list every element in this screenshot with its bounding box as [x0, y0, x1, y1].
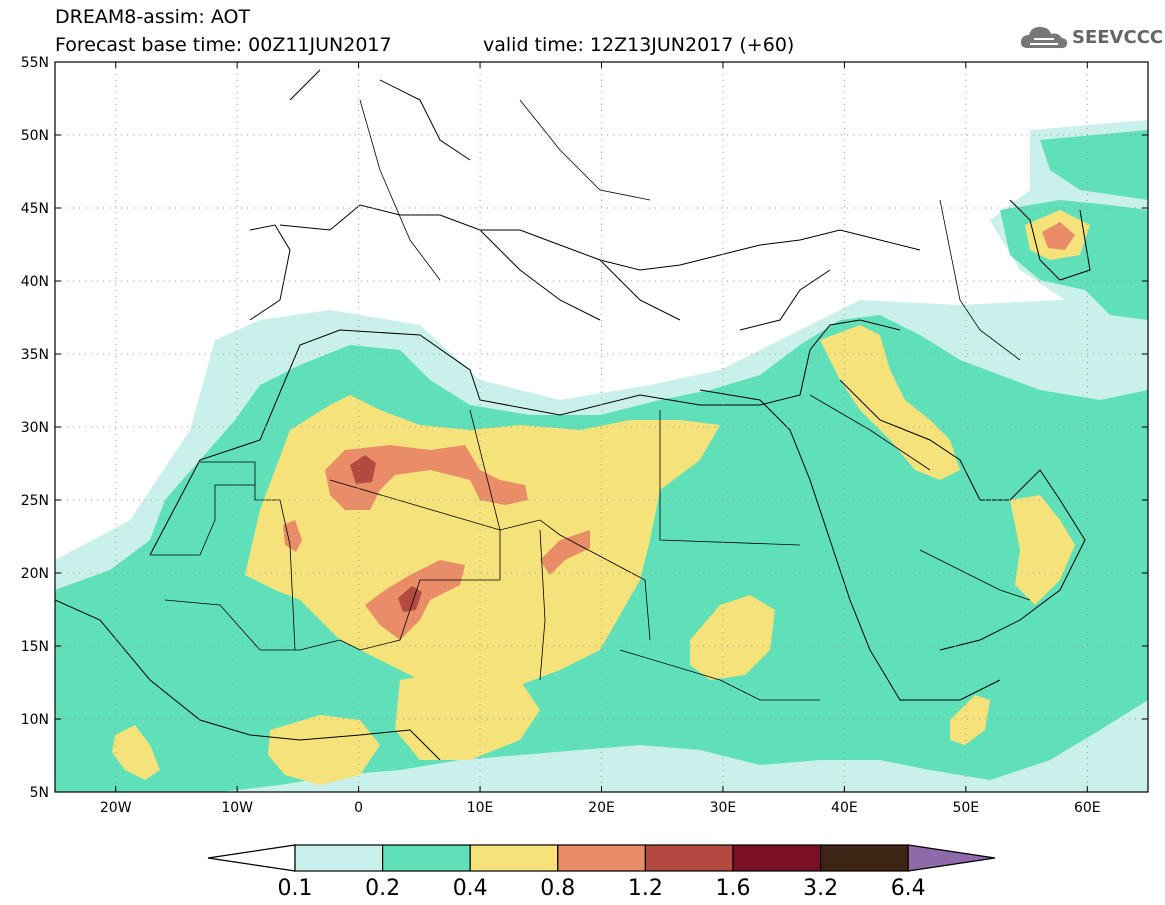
aot-band-0-4-somalia: [950, 695, 990, 745]
logo-text: SEEVCCC: [1072, 27, 1164, 48]
lon-label: 40E: [831, 800, 858, 816]
aot-band-0-4-sudan: [690, 595, 775, 680]
lon-label: 30E: [710, 800, 737, 816]
lat-label: 35N: [21, 347, 49, 363]
aot-band-0-4-guinea: [268, 715, 380, 785]
lat-label: 25N: [21, 493, 49, 509]
colorbar-box: [294, 844, 384, 872]
colorbar-label: 1.2: [628, 876, 663, 901]
colorbar-label: 0.4: [453, 876, 488, 901]
lat-label: 20N: [21, 566, 49, 582]
axis-ticks: [55, 61, 1148, 793]
valid-time: valid time: 12Z13JUN2017 (+60): [483, 34, 795, 56]
longitude-labels: 20W 10W 0 10E 20E 30E 40E 50E 60E: [100, 800, 1101, 816]
colorbar-label: 0.2: [365, 876, 400, 901]
lat-label: 40N: [21, 274, 49, 290]
lon-label: 10W: [221, 800, 253, 816]
latitude-labels: 55N 50N 45N 40N 35N 30N 25N 20N 15N 10N 5N: [21, 55, 49, 801]
forecast-base-time: Forecast base time: 00Z11JUN2017: [55, 34, 392, 56]
aot-band-0-4-iraq: [820, 325, 960, 480]
lon-label: 0: [354, 800, 363, 816]
lat-label: 45N: [21, 201, 49, 217]
aot-band-0-4-oman: [1010, 495, 1075, 605]
aot-band-0-2-steppe: [1040, 130, 1148, 200]
lat-label: 50N: [21, 128, 49, 144]
lon-label: 50E: [952, 800, 979, 816]
aot-field: [55, 120, 1148, 792]
lon-label: 20W: [100, 800, 132, 816]
colorbar-box: [732, 844, 822, 872]
aot-band-0-8-chad: [540, 530, 590, 575]
gridlines: [55, 62, 1148, 792]
lat-label: 30N: [21, 420, 49, 436]
lat-label: 10N: [21, 712, 49, 728]
aot-band-0-4-senegal: [112, 725, 160, 780]
lon-label: 60E: [1074, 800, 1101, 816]
colorbar-label: 0.1: [278, 876, 313, 901]
colorbar-box: [819, 844, 909, 872]
colorbar-box: [469, 844, 559, 872]
colorbar-high-arrow: [907, 844, 996, 872]
colorbar-label: 3.2: [803, 876, 838, 901]
country-borders: [150, 99, 1031, 701]
lon-label: 20E: [588, 800, 615, 816]
aot-band-0-4-sahel: [395, 670, 540, 760]
aot-band-0-8-mauritania: [283, 520, 302, 552]
colorbar-label: 6.4: [891, 876, 926, 901]
aot-band-1-2-algeria: [350, 455, 376, 484]
lat-label: 5N: [30, 785, 49, 801]
colorbar: 0.1 0.2 0.4 0.8 1.2 1.6 3.2 6.4: [207, 844, 996, 901]
coastlines: [55, 69, 1091, 761]
cloud-icon: [1020, 27, 1068, 49]
colorbar-box: [644, 844, 734, 872]
map-title: DREAM8-assim: AOT: [55, 6, 251, 28]
colorbar-box: [557, 844, 646, 872]
colorbar-label: 1.6: [716, 876, 751, 901]
lat-label: 55N: [21, 55, 49, 71]
lat-label: 15N: [21, 639, 49, 655]
colorbar-box: [382, 844, 471, 872]
lon-label: 10E: [467, 800, 494, 816]
seevccc-logo: SEEVCCC: [1018, 22, 1163, 54]
colorbar-low-arrow: [207, 844, 296, 872]
colorbar-label: 0.8: [540, 876, 575, 901]
aot-band-0-8-aral: [1042, 222, 1075, 250]
